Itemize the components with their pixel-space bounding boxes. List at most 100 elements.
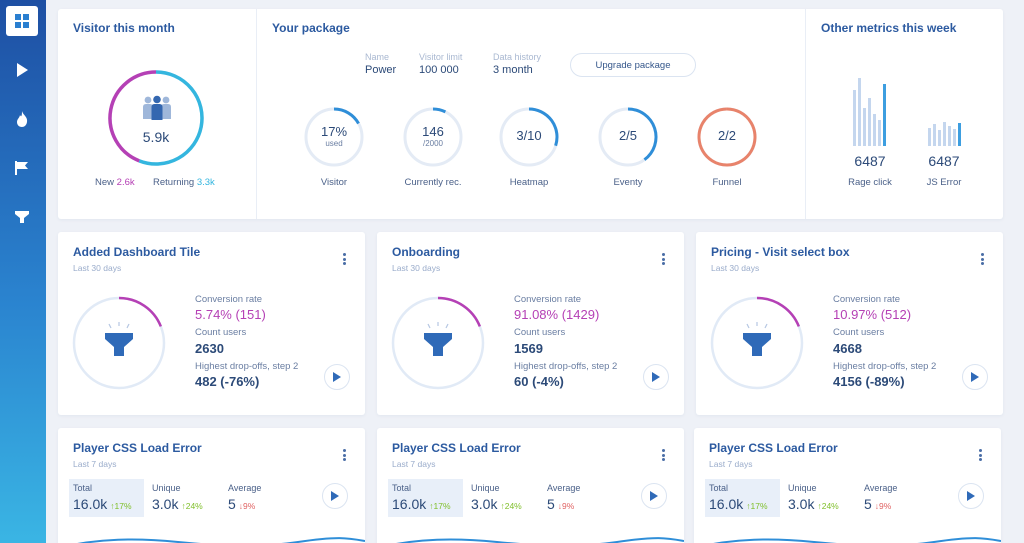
- visitor-returning-arc: [138, 70, 204, 166]
- play-icon: [652, 372, 660, 382]
- conversion-ring-chart: [72, 296, 166, 390]
- visitor-new-label: New: [95, 177, 115, 188]
- gauge-sub-text: used: [325, 139, 343, 148]
- nav-funnels[interactable]: [6, 202, 38, 232]
- total-value: 16.0k: [392, 496, 427, 512]
- average-delta: ↓9%: [874, 501, 892, 511]
- conversion-rate-value: 5.74% (151): [195, 307, 266, 322]
- gauge-value: 2/2: [697, 129, 757, 143]
- total-stat-box[interactable]: Total 16.0k ↑17%: [705, 479, 780, 517]
- conversion-rate-label: Conversion rate: [195, 294, 263, 305]
- error-card[interactable]: Player CSS Load Error Last 7 days Total 16.…: [58, 428, 365, 543]
- other-metrics-title: Other metrics this week: [821, 21, 957, 35]
- funnel-card[interactable]: Added Dashboard Tile Last 30 days Conversi…: [58, 232, 365, 415]
- play-button[interactable]: [324, 364, 350, 390]
- visitor-returning-legend: Returning 3.3k: [153, 177, 215, 188]
- error-card[interactable]: Player CSS Load Error Last 7 days Total 16.…: [694, 428, 1001, 543]
- funnel-card[interactable]: Onboarding Last 30 days Conversion rate 91.…: [377, 232, 684, 415]
- unique-delta: ↑24%: [817, 501, 839, 511]
- trend-line: [76, 537, 365, 543]
- js-error-value: 6487: [928, 153, 960, 169]
- total-value: 16.0k: [709, 496, 744, 512]
- total-label: Total: [73, 483, 93, 493]
- total-label: Total: [392, 483, 412, 493]
- drop-offs-value: 4156 (-89%): [833, 374, 905, 389]
- nav-goals[interactable]: [6, 153, 38, 183]
- total-value: 16.0k: [73, 496, 108, 512]
- rage-click-label: Rage click: [848, 177, 892, 188]
- more-options-icon[interactable]: [977, 252, 987, 266]
- error-card-period: Last 7 days: [392, 459, 436, 469]
- average-value: 5: [228, 496, 236, 512]
- play-icon: [650, 491, 658, 501]
- gauge-label: Heatmap: [509, 177, 549, 188]
- play-icon: [971, 372, 979, 382]
- fire-icon: [17, 111, 28, 127]
- conversion-rate-label: Conversion rate: [514, 294, 582, 305]
- nav-recordings[interactable]: [6, 55, 38, 85]
- nav-dashboard[interactable]: [6, 6, 38, 36]
- average-value-row: 5 ↓9%: [228, 496, 255, 512]
- total-label: Total: [709, 483, 729, 493]
- more-options-icon[interactable]: [658, 448, 668, 462]
- users-icon: [143, 95, 171, 120]
- average-value: 5: [547, 496, 555, 512]
- unique-value-row: 3.0k ↑24%: [152, 496, 203, 512]
- gauge-label: Funnel: [712, 177, 742, 188]
- unique-label: Unique: [788, 483, 817, 493]
- nav-heatmaps[interactable]: [6, 104, 38, 134]
- gauge-value: 2/5: [598, 129, 658, 143]
- average-value: 5: [864, 496, 872, 512]
- play-button[interactable]: [962, 364, 988, 390]
- play-button[interactable]: [641, 483, 667, 509]
- gauge-arc: [432, 107, 447, 114]
- visitor-ring-chart: [108, 70, 204, 166]
- count-users-label: Count users: [195, 327, 247, 338]
- more-options-icon[interactable]: [339, 252, 349, 266]
- package-limit-label: Visitor limit: [419, 52, 463, 62]
- more-options-icon[interactable]: [339, 448, 349, 462]
- funnel-card-title: Pricing - Visit select box: [711, 245, 850, 259]
- drop-offs-value: 482 (-76%): [195, 374, 260, 389]
- error-card[interactable]: Player CSS Load Error Last 7 days Total 16.…: [377, 428, 684, 543]
- package-history-label: Data history: [493, 52, 542, 62]
- trend-line: [395, 537, 684, 543]
- more-options-icon[interactable]: [975, 448, 985, 462]
- total-stat-box[interactable]: Total 16.0k ↑17%: [69, 479, 144, 517]
- funnel-card-period: Last 30 days: [392, 263, 441, 273]
- unique-value: 3.0k: [471, 496, 498, 512]
- average-delta: ↓9%: [238, 501, 256, 511]
- average-value-row: 5 ↓9%: [864, 496, 891, 512]
- more-options-icon[interactable]: [658, 252, 668, 266]
- upgrade-package-button[interactable]: Upgrade package: [570, 53, 696, 77]
- funnel-icon: [105, 322, 133, 356]
- visitor-returning-label: Returning: [153, 177, 195, 188]
- gauge-label: Currently rec.: [404, 177, 462, 188]
- gauge-label: Eventy: [613, 177, 643, 188]
- unique-label: Unique: [152, 483, 181, 493]
- flag-icon: [15, 161, 28, 175]
- play-button[interactable]: [643, 364, 669, 390]
- ring-arc: [437, 296, 482, 327]
- total-delta: ↑17%: [746, 501, 768, 511]
- unique-value: 3.0k: [788, 496, 815, 512]
- visitor-total: 5.9k: [142, 129, 170, 145]
- error-card-title: Player CSS Load Error: [709, 441, 838, 455]
- average-label: Average: [547, 483, 581, 493]
- play-button[interactable]: [322, 483, 348, 509]
- average-delta: ↓9%: [557, 501, 575, 511]
- gauge-label: Visitor: [320, 177, 348, 188]
- funnel-card-title: Onboarding: [392, 245, 460, 259]
- dashboard-grid-icon: [15, 14, 29, 28]
- average-label: Average: [228, 483, 262, 493]
- funnel-card-title: Added Dashboard Tile: [73, 245, 201, 259]
- funnel-icon: [424, 322, 452, 356]
- overview-panel: [58, 9, 1003, 219]
- total-stat-box[interactable]: Total 16.0k ↑17%: [388, 479, 463, 517]
- conversion-rate-label: Conversion rate: [833, 294, 901, 305]
- play-button[interactable]: [958, 483, 984, 509]
- funnel-card[interactable]: Pricing - Visit select box Last 30 days Co…: [696, 232, 1003, 415]
- play-icon: [331, 491, 339, 501]
- total-value-row: 16.0k ↑17%: [73, 496, 132, 512]
- ring-arc: [756, 296, 801, 327]
